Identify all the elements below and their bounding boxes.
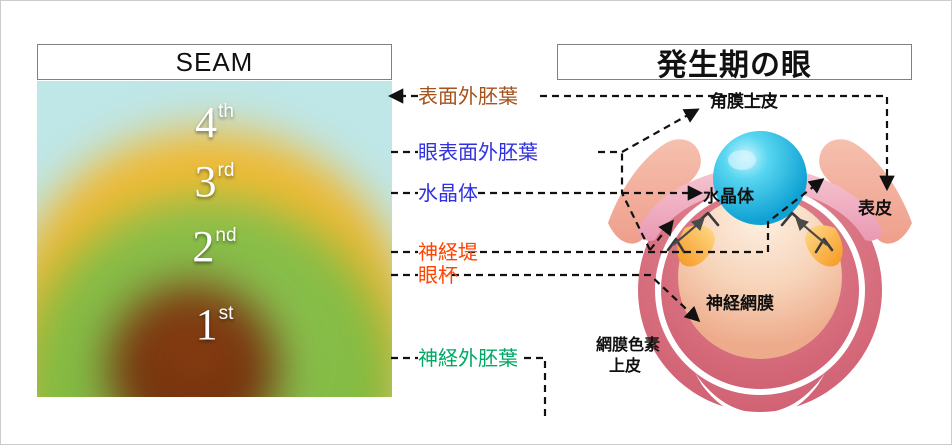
svg-text:神経外胚葉: 神経外胚葉 [418, 347, 518, 370]
svg-text:水晶体: 水晶体 [418, 182, 478, 205]
svg-text:表皮: 表皮 [858, 198, 892, 218]
svg-text:表面外胚葉: 表面外胚葉 [418, 85, 518, 108]
svg-text:上皮: 上皮 [609, 356, 641, 375]
svg-text:眼杯: 眼杯 [418, 264, 458, 287]
svg-text:水晶体: 水晶体 [703, 186, 755, 206]
svg-text:眼表面外胚葉: 眼表面外胚葉 [418, 141, 538, 164]
svg-text:神経堤: 神経堤 [418, 241, 478, 264]
svg-text:網膜色素: 網膜色素 [596, 335, 660, 354]
svg-text:角膜上皮: 角膜上皮 [710, 91, 778, 111]
svg-text:神経網膜: 神経網膜 [706, 293, 774, 313]
